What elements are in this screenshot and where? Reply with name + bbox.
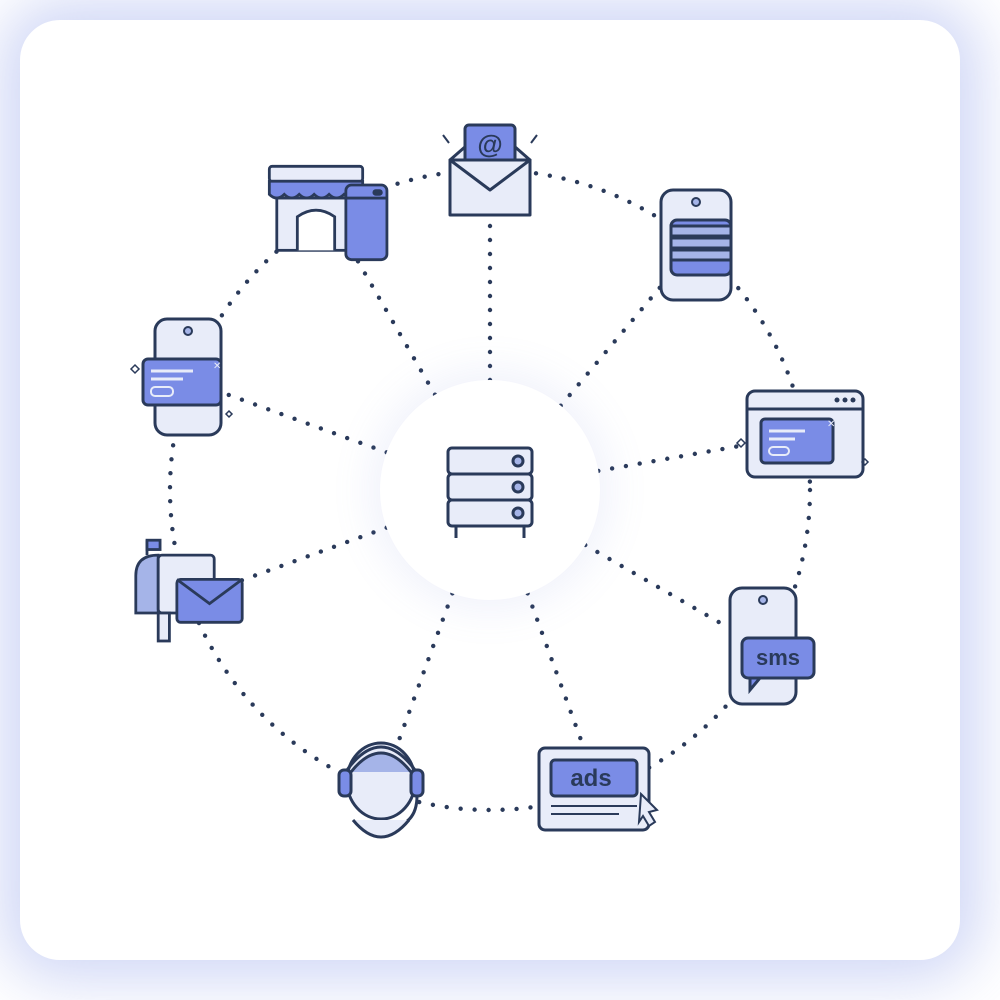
mobile-wallet-icon [641,180,751,310]
mobile-push-icon: ✕ [129,311,249,451]
browser-popup-node: ✕ [735,364,875,504]
server-icon [430,430,550,550]
mobile-push-node: ✕ [119,311,259,451]
browser-popup-icon: ✕ [735,379,875,489]
diagram-card: @ ✕ [20,20,960,960]
sms-node: sms [697,580,837,720]
ads-icon: ads [529,736,669,846]
ads-node: ads [529,721,669,861]
sms-icon: sms [712,580,822,720]
svg-text:✕: ✕ [213,361,221,372]
headset-person-node [311,721,451,861]
email-node: @ [420,100,560,240]
svg-text:ads: ads [571,765,612,792]
mailbox-icon [119,534,259,664]
mobile-wallet-node [626,175,766,315]
storefront-node [260,143,400,283]
hub [380,380,600,600]
svg-text:✕: ✕ [827,419,835,430]
storefront-icon [260,153,400,273]
email-icon: @ [425,105,555,235]
svg-text:@: @ [477,129,502,159]
mailbox-node [119,529,259,669]
svg-text:sms: sms [756,645,800,670]
headset-person-icon [321,726,441,856]
